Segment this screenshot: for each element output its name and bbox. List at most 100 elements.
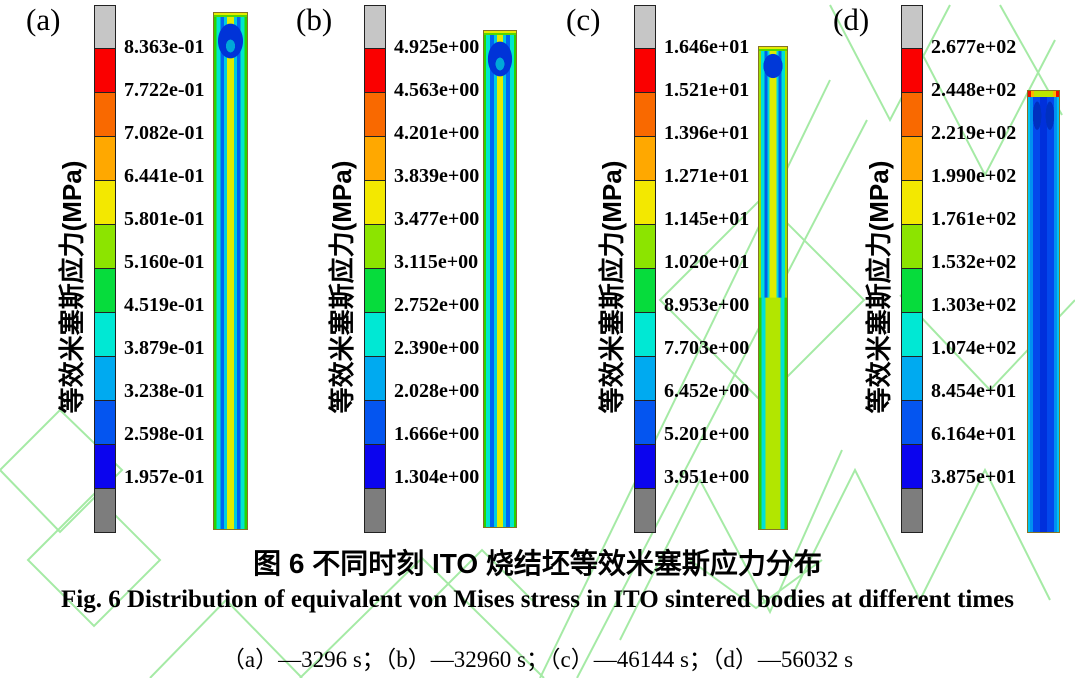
colorbar-segment	[365, 180, 385, 224]
colorbar-segment	[635, 312, 655, 356]
colorbar-segment	[902, 268, 922, 312]
colorbar-segment	[902, 92, 922, 136]
colorbar-segment	[635, 48, 655, 92]
colorbar-tick: 1.145e+01	[664, 208, 750, 230]
contour-strip	[213, 12, 248, 530]
panel-label: (c)	[566, 2, 601, 37]
colorbar-tick: 4.925e+00	[394, 36, 480, 58]
colorbar-segment	[95, 48, 115, 92]
colorbar	[94, 5, 116, 533]
colorbar-segment	[635, 400, 655, 444]
colorbar-bottom-cap	[365, 488, 385, 532]
colorbar-segment	[635, 268, 655, 312]
colorbar-tick: 1.646e+01	[664, 36, 750, 58]
colorbar-tick: 1.074e+02	[931, 337, 1017, 359]
colorbar-segment	[95, 92, 115, 136]
colorbar-tick: 2.390e+00	[394, 337, 480, 359]
colorbar-segment	[95, 312, 115, 356]
colorbar-tick: 3.879e-01	[124, 337, 205, 359]
colorbar-tick: 6.441e-01	[124, 165, 205, 187]
colorbar-tick: 2.752e+00	[394, 294, 480, 316]
colorbar-segment	[365, 312, 385, 356]
colorbar-tick: 1.957e-01	[124, 466, 205, 488]
colorbar-segment	[635, 136, 655, 180]
colorbar-tick: 6.164e+01	[931, 423, 1017, 445]
colorbar-tick: 7.703e+00	[664, 337, 750, 359]
colorbar-tick: 7.722e-01	[124, 79, 205, 101]
colorbar-tick: 2.448e+02	[931, 79, 1017, 101]
colorbar-segment	[95, 268, 115, 312]
colorbar-segment	[635, 444, 655, 488]
colorbar-tick: 1.532e+02	[931, 251, 1017, 273]
colorbar-tick: 3.875e+01	[931, 466, 1017, 488]
axis-label: 等效米塞斯应力(MPa)	[597, 160, 627, 414]
colorbar-segment	[902, 48, 922, 92]
colorbar-segment	[95, 444, 115, 488]
colorbar-segment	[902, 180, 922, 224]
colorbar-segment	[365, 400, 385, 444]
colorbar-tick: 4.563e+00	[394, 79, 480, 101]
colorbar-tick: 5.801e-01	[124, 208, 205, 230]
colorbar-segment	[365, 48, 385, 92]
panel-label: (b)	[296, 2, 333, 37]
colorbar-tick: 4.519e-01	[124, 294, 205, 316]
panel-b: (b) 等效米塞斯应力(MPa) 4.925e+00 4.563e+00 4.201e+…	[270, 0, 535, 540]
colorbar-tick: 3.477e+00	[394, 208, 480, 230]
colorbar-tick: 1.303e+02	[931, 294, 1017, 316]
panel-label: (d)	[833, 2, 870, 37]
colorbar-segment	[902, 356, 922, 400]
colorbar-segment	[95, 180, 115, 224]
colorbar-segment	[95, 224, 115, 268]
colorbar	[901, 5, 923, 533]
colorbar-segment	[635, 180, 655, 224]
colorbar-tick: 1.761e+02	[931, 208, 1017, 230]
caption-zh: 图 6 不同时刻 ITO 烧结坯等效米塞斯应力分布	[253, 548, 822, 579]
colorbar-segment	[365, 92, 385, 136]
colorbar-segment	[365, 224, 385, 268]
colorbar-segment	[95, 136, 115, 180]
colorbar	[634, 5, 656, 533]
colorbar-tick: 2.219e+02	[931, 122, 1017, 144]
colorbar-top-cap	[95, 6, 115, 48]
colorbar-tick: 2.598e-01	[124, 423, 205, 445]
colorbar-tick: 5.201e+00	[664, 423, 750, 445]
colorbar-tick: 8.454e+01	[931, 380, 1017, 402]
colorbar-top-cap	[365, 6, 385, 48]
caption-en: Fig. 6 Distribution of equivalent von Mi…	[60, 586, 1015, 613]
panel-a: (a) 等效米塞斯应力(MPa) 8.363e-01 7.722e-01 7.082e-…	[0, 0, 265, 540]
colorbar-tick: 1.990e+02	[931, 165, 1017, 187]
contour-strip	[483, 30, 517, 528]
colorbar-tick: 8.953e+00	[664, 294, 750, 316]
colorbar-segment	[365, 444, 385, 488]
colorbar-tick: 2.028e+00	[394, 380, 480, 402]
colorbar-tick: 1.521e+01	[664, 79, 750, 101]
colorbar	[364, 5, 386, 533]
colorbar-tick: 8.363e-01	[124, 36, 205, 58]
colorbar-segment	[635, 92, 655, 136]
colorbar-tick: 1.271e+01	[664, 165, 750, 187]
colorbar-tick: 5.160e-01	[124, 251, 205, 273]
colorbar-segment	[365, 356, 385, 400]
colorbar-top-cap	[635, 6, 655, 48]
panel-d: (d) 等效米塞斯应力(MPa) 2.677e+02 2.448e+02 2.219e+…	[807, 0, 1072, 540]
colorbar-tick: 3.238e-01	[124, 380, 205, 402]
colorbar-tick: 1.666e+00	[394, 423, 480, 445]
colorbar-bottom-cap	[635, 488, 655, 532]
colorbar-segment	[902, 224, 922, 268]
colorbar-tick: 4.201e+00	[394, 122, 480, 144]
colorbar-bottom-cap	[902, 488, 922, 532]
colorbar-segment	[902, 312, 922, 356]
colorbar-bottom-cap	[95, 488, 115, 532]
colorbar-top-cap	[902, 6, 922, 48]
colorbar-tick: 6.452e+00	[664, 380, 750, 402]
colorbar-tick: 3.839e+00	[394, 165, 480, 187]
colorbar-tick: 7.082e-01	[124, 122, 205, 144]
axis-label: 等效米塞斯应力(MPa)	[327, 160, 357, 414]
colorbar-tick: 2.677e+02	[931, 36, 1017, 58]
axis-label: 等效米塞斯应力(MPa)	[57, 160, 87, 414]
contour-strip	[758, 46, 788, 530]
contour-strip	[1027, 90, 1060, 533]
colorbar-segment	[635, 224, 655, 268]
